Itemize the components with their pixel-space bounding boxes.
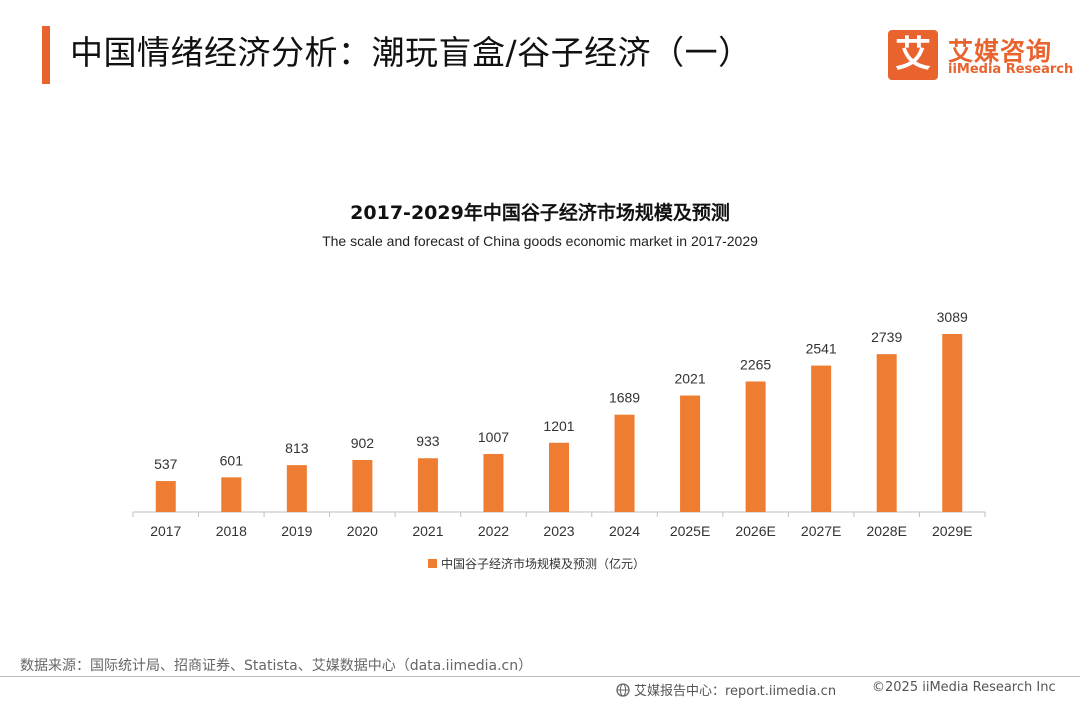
x-tick-label: 2017 [150, 523, 181, 539]
bar [549, 442, 569, 512]
data-label: 813 [285, 440, 309, 456]
source-note: 数据来源：国际统计局、招商证券、Statista、艾媒数据中心（data.iim… [20, 658, 533, 674]
footer-site-text: 艾媒报告中心：report.iimedia.cn [634, 684, 837, 699]
chart-subtitle: The scale and forecast of China goods ec… [322, 233, 758, 249]
legend-label: 中国谷子经济市场规模及预测（亿元） [441, 556, 645, 571]
x-tick-label: 2023 [543, 523, 574, 539]
bar [614, 414, 635, 512]
footer-copyright: ©2025 iiMedia Research Inc [872, 680, 1056, 695]
bar [155, 481, 176, 512]
legend-swatch [428, 559, 437, 568]
x-tick-label: 2028E [866, 523, 906, 539]
data-label: 2541 [806, 341, 837, 357]
globe-icon [616, 683, 630, 697]
bar [811, 365, 832, 512]
page-title: 中国情绪经济分析：潮玩盲盒/谷子经济（一） [70, 33, 752, 72]
bar [942, 334, 963, 512]
bar [417, 458, 438, 512]
bar [286, 465, 307, 512]
data-label: 2739 [871, 329, 902, 345]
x-tick-label: 2026E [735, 523, 775, 539]
x-tick-label: 2029E [932, 523, 972, 539]
x-tick-label: 2021 [412, 523, 443, 539]
data-label: 2265 [740, 356, 771, 372]
logo-mark: 艾 [888, 30, 938, 80]
logo-cn-text: 艾媒咨询 [948, 37, 1053, 66]
bar [680, 395, 701, 512]
data-label: 902 [351, 435, 375, 451]
data-label: 537 [154, 456, 178, 472]
footer-divider [0, 676, 1080, 677]
data-label: 933 [416, 433, 440, 449]
bar [352, 460, 373, 512]
x-tick-label: 2024 [609, 523, 640, 539]
x-tick-label: 2022 [478, 523, 509, 539]
logo: 艾 艾媒咨询 iiMedia Research [888, 30, 1073, 82]
title-accent-bar [42, 26, 50, 84]
x-tick-label: 2020 [347, 523, 378, 539]
data-label: 1201 [543, 418, 574, 434]
x-tick-label: 2025E [670, 523, 710, 539]
bar [221, 477, 242, 512]
x-tick-label: 2019 [281, 523, 312, 539]
data-label: 3089 [937, 309, 968, 325]
bar [483, 453, 504, 512]
footer-site: 艾媒报告中心：report.iimedia.cn [616, 680, 836, 699]
data-label: 1689 [609, 390, 640, 406]
data-label: 1007 [478, 429, 509, 445]
bar [876, 354, 897, 512]
x-tick-label: 2027E [801, 523, 841, 539]
data-label: 2021 [674, 371, 705, 387]
logo-en-text: iiMedia Research [948, 62, 1074, 77]
chart-title: 2017-2029年中国谷子经济市场规模及预测 [350, 202, 730, 224]
data-label: 601 [220, 452, 244, 468]
bar [745, 381, 766, 512]
x-tick-label: 2018 [216, 523, 247, 539]
